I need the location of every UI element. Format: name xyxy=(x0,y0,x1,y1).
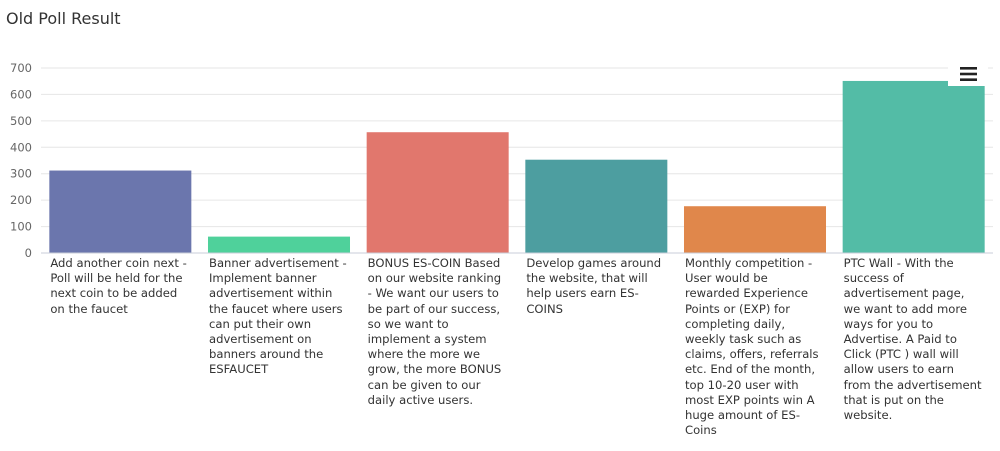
y-tick-label: 0 xyxy=(25,246,32,260)
chart-menu-button[interactable] xyxy=(948,62,988,86)
category-label: Monthly competition - User would be rewa… xyxy=(684,256,819,438)
y-tick-label: 700 xyxy=(10,61,32,75)
bars xyxy=(49,80,985,253)
y-tick-label: 400 xyxy=(10,140,32,154)
bar[interactable] xyxy=(683,206,827,253)
y-axis-tick-labels: 0 100 200 300 400 500 600 700 xyxy=(10,61,32,260)
page-title: Old Poll Result xyxy=(6,9,121,28)
y-tick-label: 200 xyxy=(10,193,32,207)
bar[interactable] xyxy=(49,170,192,253)
y-tick-label: 600 xyxy=(10,87,32,101)
category-label: PTC Wall - With the success of advertise… xyxy=(843,256,982,423)
category-label: BONUS ES-COIN Based on our website ranki… xyxy=(367,256,502,407)
category-label: Develop games around the website, that w… xyxy=(526,256,662,316)
y-tick-label: 300 xyxy=(10,167,32,181)
category-label: Banner advertisement - Implement banner … xyxy=(208,256,347,377)
gridlines xyxy=(41,67,993,228)
bar[interactable] xyxy=(207,236,351,253)
y-tick-label: 500 xyxy=(10,114,32,128)
bar[interactable] xyxy=(525,159,668,253)
bar[interactable] xyxy=(842,80,985,253)
y-tick-label: 100 xyxy=(10,220,32,234)
hamburger-menu-icon xyxy=(960,67,977,81)
category-label: Add another coin next - Poll will be hel… xyxy=(50,256,187,316)
bar[interactable] xyxy=(366,132,509,253)
